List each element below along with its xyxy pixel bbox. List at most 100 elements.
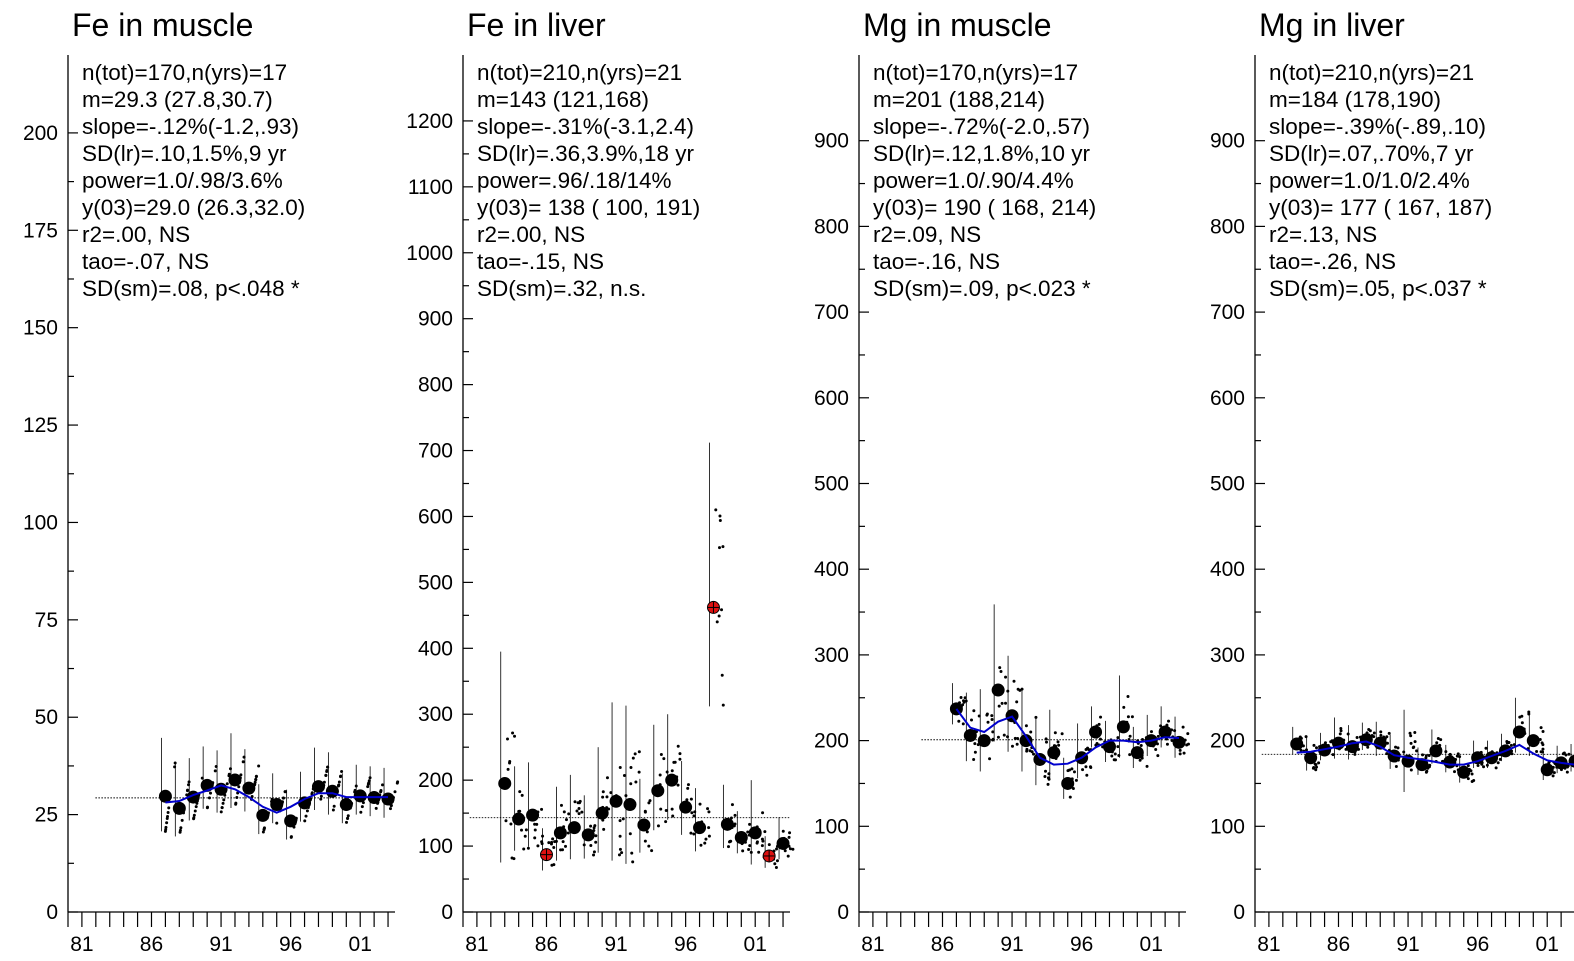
sample-point [1338,732,1342,736]
sample-point [577,806,581,810]
sample-point [339,774,343,778]
sample-point [213,769,217,773]
median-point [734,831,748,845]
sample-point [379,790,383,794]
median-point [679,800,693,814]
sample-point [262,827,266,831]
median-point [1526,734,1540,748]
x-tick-label: 96 [279,933,302,956]
x-tick-label: 81 [1257,933,1280,956]
y-tick-label: 200 [814,730,849,753]
stat-line: power=1.0/.90/4.4% [873,168,1074,193]
sample-point [686,786,690,790]
stat-line: m=201 (188,214) [873,87,1045,112]
panel-4: Mg in liver 0 100 200 300 400 500 600 700 800 900 8… [1210,7,1574,956]
sample-point [207,796,211,800]
sample-point [1428,763,1432,767]
sample-point [1436,736,1440,740]
smooth-trend-line [955,708,1180,766]
median-point [748,826,762,840]
sample-point [178,828,182,832]
sample-point [234,802,238,806]
sample-point [1551,774,1555,778]
sample-point [1535,749,1539,753]
sample-point [564,844,568,848]
sample-point [193,809,197,813]
sample-point [757,850,761,854]
stat-line: SD(lr)=.10,1.5%,9 yr [82,141,287,166]
y-tick-label: 1100 [408,176,453,199]
stat-line: tao=-.15, NS [477,249,604,274]
sample-point [1070,767,1074,771]
sample-point [518,809,522,813]
sample-point [235,795,239,799]
stat-line: y(03)= 138 ( 100, 191) [477,195,700,220]
x-tick-label: 91 [1396,933,1419,956]
sample-point [551,837,555,841]
sample-point [524,828,528,832]
sample-point [346,817,350,821]
sample-point [1110,754,1114,758]
sample-point [506,767,510,771]
sample-point [1409,768,1413,772]
sample-point [678,752,682,756]
y-tick-label: 0 [1233,901,1245,924]
y-tick-label: 200 [1210,730,1245,753]
sample-point [1506,741,1510,745]
sample-point [645,830,649,834]
sample-point [761,839,765,843]
sample-point [1186,742,1190,746]
sample-point [547,841,551,845]
stat-line: n(tot)=170,n(yrs)=17 [873,60,1078,85]
sample-point [281,796,285,800]
y-tick-label: 600 [814,387,849,410]
sample-point [533,828,537,832]
sample-point [1329,740,1333,744]
sample-point [1056,740,1060,744]
sample-point [1372,735,1376,739]
sample-point [1004,675,1008,679]
sample-point [1117,753,1121,757]
sample-point [647,844,651,848]
stat-line: y(03)= 177 ( 167, 187) [1269,195,1492,220]
sample-point [618,834,622,838]
sample-point [1028,749,1032,753]
sample-point [629,766,633,770]
smooth-trend-line [1296,740,1574,766]
sample-point [1541,747,1545,751]
stat-line: m=184 (178,190) [1269,87,1441,112]
sample-point [662,757,666,761]
sample-point [690,811,694,815]
sample-point [559,803,563,807]
sample-point [1084,747,1088,751]
sample-point [692,832,696,836]
sample-point [665,770,669,774]
sample-point [1527,710,1531,714]
sample-point [1552,771,1556,775]
sample-point [592,850,596,854]
sample-point [972,709,976,713]
sample-point [1057,743,1061,747]
sample-point [1116,745,1120,749]
sample-point [717,614,721,618]
sample-point [1541,743,1545,747]
sample-point [254,775,258,779]
sample-point [1044,737,1048,741]
sample-point [1087,748,1091,752]
sample-point [388,807,392,811]
stat-line: tao=-.26, NS [1269,249,1396,274]
sample-point [1353,752,1357,756]
sample-point [1015,700,1019,704]
stat-line: power=1.0/1.0/2.4% [1269,168,1470,193]
sample-point [999,670,1003,674]
sample-point [774,866,778,870]
sample-point [573,800,577,804]
sample-point [1141,737,1145,741]
median-point [693,821,707,835]
sample-point [589,824,593,828]
sample-point [685,798,689,802]
median-point [1540,763,1554,777]
sample-point [1527,712,1531,716]
sample-point [1453,770,1457,774]
sample-point [1013,736,1017,740]
